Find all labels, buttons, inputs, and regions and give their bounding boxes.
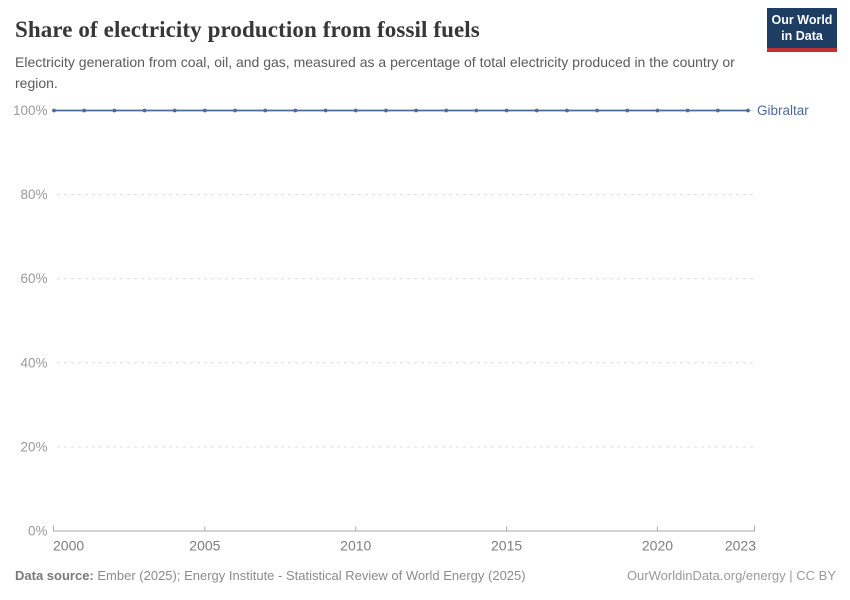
- data-point-gibraltar-2005: [202, 108, 207, 113]
- x-axis-label-2005: 2005: [189, 538, 220, 554]
- data-source: Data source: Ember (2025); Energy Instit…: [15, 568, 526, 583]
- y-axis-label-100: 100%: [13, 103, 48, 118]
- y-axis-label-20: 20%: [20, 439, 47, 454]
- data-point-gibraltar-2000: [52, 108, 56, 113]
- data-point-gibraltar-2015: [504, 108, 509, 113]
- data-source-label: Data source:: [15, 568, 94, 583]
- x-axis-label-2000: 2000: [53, 538, 84, 554]
- data-point-gibraltar-2013: [444, 108, 449, 113]
- data-point-gibraltar-2004: [172, 108, 177, 113]
- origin-link[interactable]: OurWorldinData.org/energy | CC BY: [626, 568, 836, 583]
- chart-header: Share of electricity production from fos…: [15, 17, 755, 94]
- data-point-gibraltar-2022: [715, 108, 720, 113]
- data-point-gibraltar-2003: [142, 108, 147, 113]
- chart-subtitle: Electricity generation from coal, oil, a…: [15, 54, 735, 91]
- data-point-gibraltar-2023: [746, 108, 750, 113]
- data-point-gibraltar-2002: [112, 108, 117, 113]
- x-axis-label-2023: 2023: [725, 538, 756, 554]
- data-point-gibraltar-2014: [474, 108, 479, 113]
- x-axis-label-2015: 2015: [491, 538, 522, 554]
- x-axis-label-2020: 2020: [642, 538, 673, 554]
- data-point-gibraltar-2020: [655, 108, 660, 113]
- data-point-gibraltar-2018: [595, 108, 600, 113]
- data-point-gibraltar-2010: [353, 108, 358, 113]
- x-axis-label-2010: 2010: [340, 538, 371, 554]
- data-point-gibraltar-2019: [625, 108, 630, 113]
- chart-title: Share of electricity production from fos…: [15, 17, 480, 42]
- owid-logo-line1: Our World: [771, 13, 833, 27]
- data-point-gibraltar-2012: [414, 108, 418, 113]
- y-axis-label-0: 0%: [28, 524, 48, 539]
- data-point-gibraltar-2007: [263, 108, 268, 113]
- series-end-label-gibraltar: Gibraltar: [757, 103, 809, 118]
- data-point-gibraltar-2009: [323, 108, 328, 113]
- data-point-gibraltar-2008: [293, 108, 298, 113]
- data-point-gibraltar-2001: [82, 108, 87, 113]
- y-axis-label-80: 80%: [20, 187, 47, 202]
- data-point-gibraltar-2006: [233, 108, 237, 113]
- data-source-text: Ember (2025); Energy Institute - Statist…: [97, 568, 526, 583]
- chart-footer: Data source: Ember (2025); Energy Instit…: [15, 568, 836, 583]
- data-point-gibraltar-2016: [534, 108, 539, 113]
- data-point-gibraltar-2017: [565, 108, 569, 113]
- owid-logo[interactable]: Our World in Data: [767, 8, 837, 53]
- data-point-gibraltar-2011: [384, 108, 388, 113]
- data-point-gibraltar-2021: [685, 108, 690, 113]
- y-axis-label-60: 60%: [20, 271, 47, 286]
- owid-logo-line2: in Data: [781, 28, 823, 43]
- y-axis-label-40: 40%: [20, 355, 47, 370]
